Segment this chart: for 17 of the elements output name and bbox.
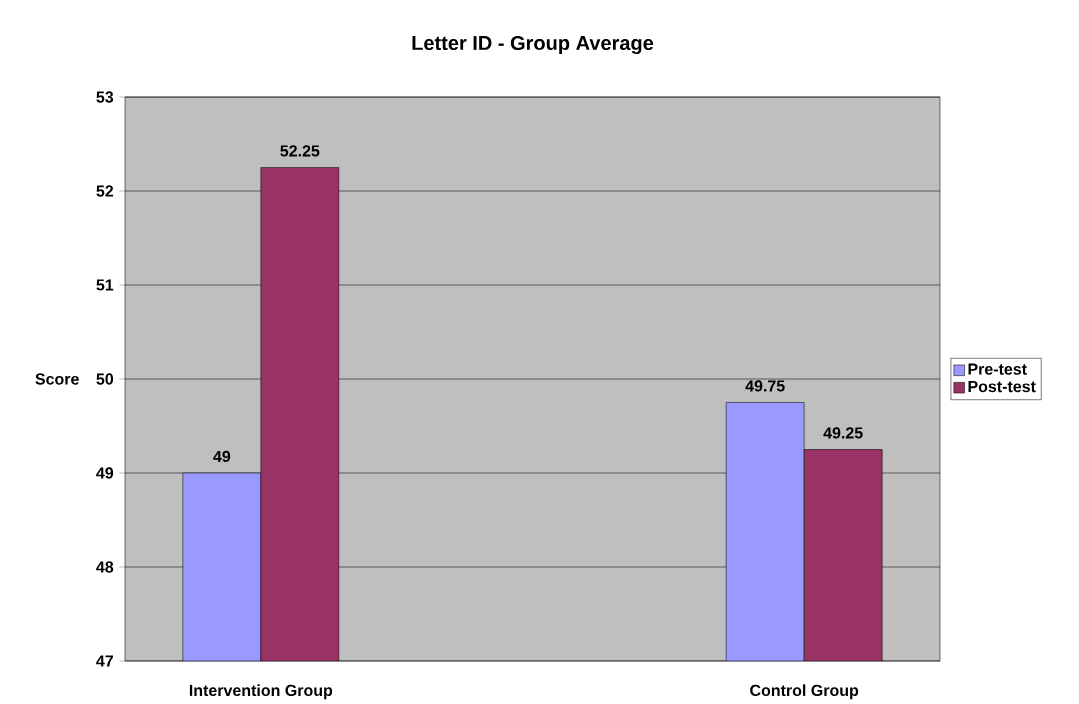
chart-title: Letter ID - Group Average	[412, 35, 654, 55]
y-tick-label: 52	[96, 185, 114, 197]
y-tick-label: 51	[96, 279, 114, 291]
data-label: 49	[213, 450, 231, 463]
data-label: 49.25	[823, 427, 863, 439]
legend-label: Pre-test	[968, 363, 1027, 375]
legend-label: Post-test	[968, 381, 1036, 393]
y-tick-label: 49	[96, 467, 114, 479]
y-tick-label: 47	[96, 655, 114, 667]
y-tick-label: 50	[96, 373, 114, 385]
data-label: 52.25	[280, 145, 320, 157]
x-tick-label: Control Group	[750, 684, 859, 700]
y-tick-label: 48	[96, 561, 114, 573]
data-label: 49.75	[745, 380, 785, 392]
y-tick-label: 53	[96, 91, 114, 103]
y-axis-title: Score	[35, 373, 79, 385]
x-tick-label: Intervention Group	[189, 684, 333, 700]
